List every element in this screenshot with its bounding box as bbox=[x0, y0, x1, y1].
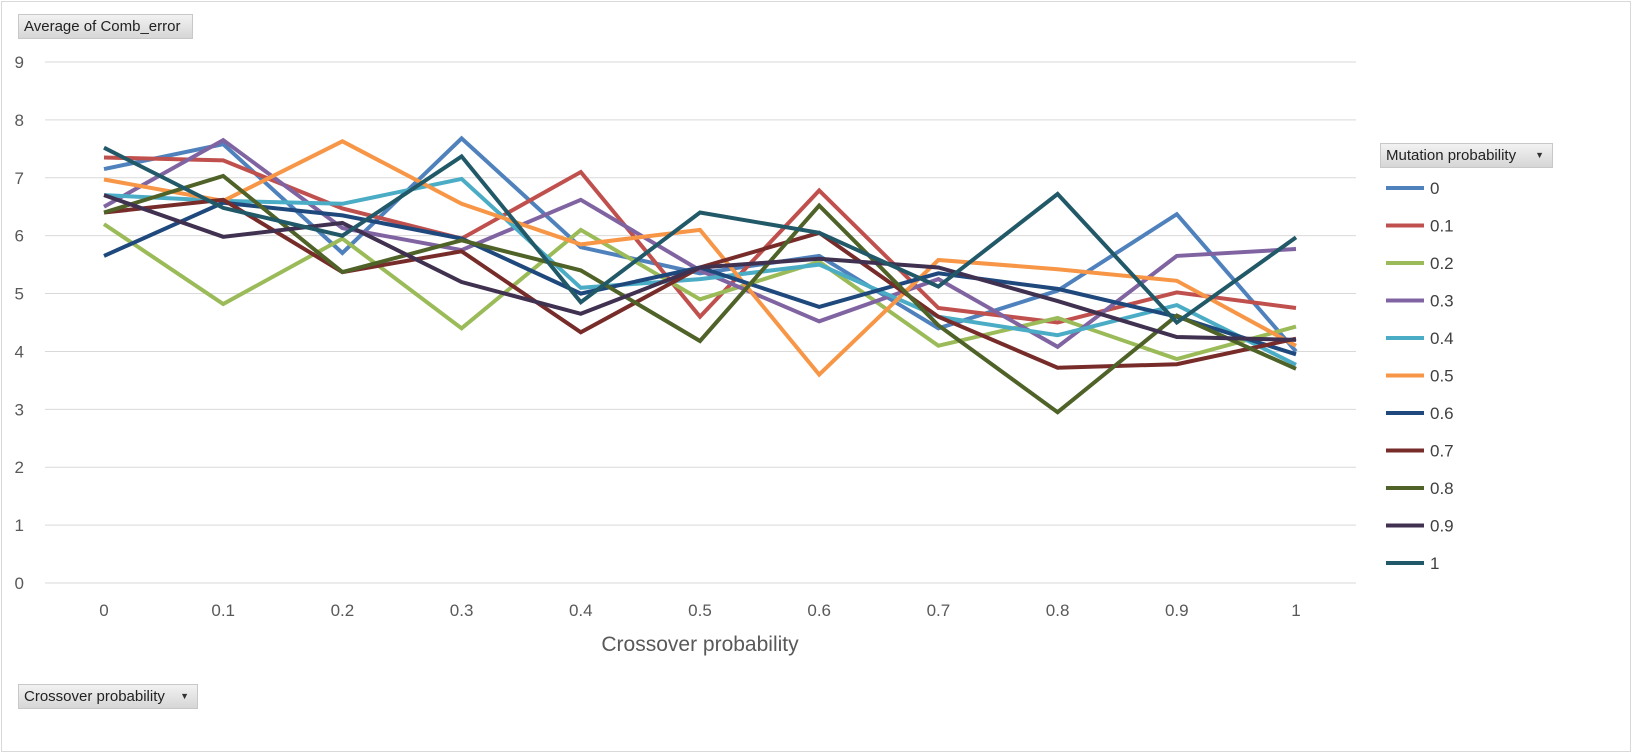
series-line-0 bbox=[103, 135, 1298, 353]
y-tick-label: 5 bbox=[15, 285, 24, 304]
x-tick-label: 0.6 bbox=[807, 601, 831, 620]
x-tick-label: 0.5 bbox=[688, 601, 712, 620]
axis-field-label: Crossover probability bbox=[24, 688, 165, 705]
legend-label: 0.9 bbox=[1430, 517, 1454, 536]
caret-down-icon[interactable]: ▼ bbox=[1535, 150, 1544, 160]
x-tick-label: 0.8 bbox=[1046, 601, 1070, 620]
legend: 0 0.1 0.2 0.3 0.4 0.5 0.6 0.7 0.8 0.9 1 bbox=[1386, 179, 1454, 573]
x-tick-label: 0.1 bbox=[211, 601, 235, 620]
series-line-0-2 bbox=[102, 222, 1297, 362]
x-tick-label: 0.7 bbox=[927, 601, 951, 620]
x-axis-title: Crossover probability bbox=[601, 633, 799, 656]
caret-down-icon[interactable]: ▼ bbox=[180, 691, 189, 701]
y-tick-label: 4 bbox=[15, 342, 24, 361]
y-tick-label: 7 bbox=[15, 169, 24, 188]
series-line-0-5 bbox=[103, 139, 1297, 378]
series-lines bbox=[102, 135, 1298, 415]
y-tick-label: 0 bbox=[15, 574, 24, 593]
x-tick-label: 0.3 bbox=[450, 601, 474, 620]
axis-field-button[interactable]: Crossover probability ▼ bbox=[18, 684, 198, 709]
y-tick-label: 9 bbox=[15, 53, 24, 72]
value-field-button[interactable]: Average of Comb_error bbox=[18, 14, 193, 39]
y-tick-label: 8 bbox=[15, 111, 24, 130]
legend-label: 0.5 bbox=[1430, 367, 1454, 386]
legend-label: 0 bbox=[1430, 179, 1439, 198]
legend-label: 0.7 bbox=[1430, 442, 1454, 461]
legend-field-label: Mutation probability bbox=[1386, 147, 1517, 164]
series-line-0-4 bbox=[103, 176, 1297, 367]
gridlines bbox=[45, 61, 1356, 584]
y-tick-label: 1 bbox=[15, 516, 24, 535]
legend-label: 0.8 bbox=[1430, 479, 1454, 498]
x-tick-label: 0.2 bbox=[331, 601, 355, 620]
legend-label: 0.2 bbox=[1430, 254, 1454, 273]
value-field-label: Average of Comb_error bbox=[24, 18, 181, 35]
x-tick-label: 0.9 bbox=[1165, 601, 1189, 620]
legend-label: 1 bbox=[1430, 554, 1439, 573]
y-tick-label: 6 bbox=[15, 227, 24, 246]
y-tick-label: 2 bbox=[15, 458, 24, 477]
x-tick-label: 1 bbox=[1291, 601, 1300, 620]
y-tick-label: 3 bbox=[15, 400, 24, 419]
legend-label: 0.3 bbox=[1430, 292, 1454, 311]
legend-label: 0.6 bbox=[1430, 404, 1454, 423]
x-tick-label: 0.4 bbox=[569, 601, 593, 620]
legend-label: 0.4 bbox=[1430, 329, 1454, 348]
x-tick-label: 0 bbox=[99, 601, 108, 620]
y-axis-ticks: 0 1 2 3 4 5 6 7 8 9 bbox=[15, 53, 24, 593]
x-axis-ticks: 0 0.1 0.2 0.3 0.4 0.5 0.6 0.7 0.8 0.9 1 bbox=[99, 601, 1300, 620]
series-line-0-3 bbox=[103, 137, 1297, 350]
series-line-0-8 bbox=[103, 173, 1297, 415]
series-line-1 bbox=[103, 145, 1298, 326]
legend-field-button[interactable]: Mutation probability ▼ bbox=[1380, 143, 1553, 168]
legend-label: 0.1 bbox=[1430, 217, 1454, 236]
